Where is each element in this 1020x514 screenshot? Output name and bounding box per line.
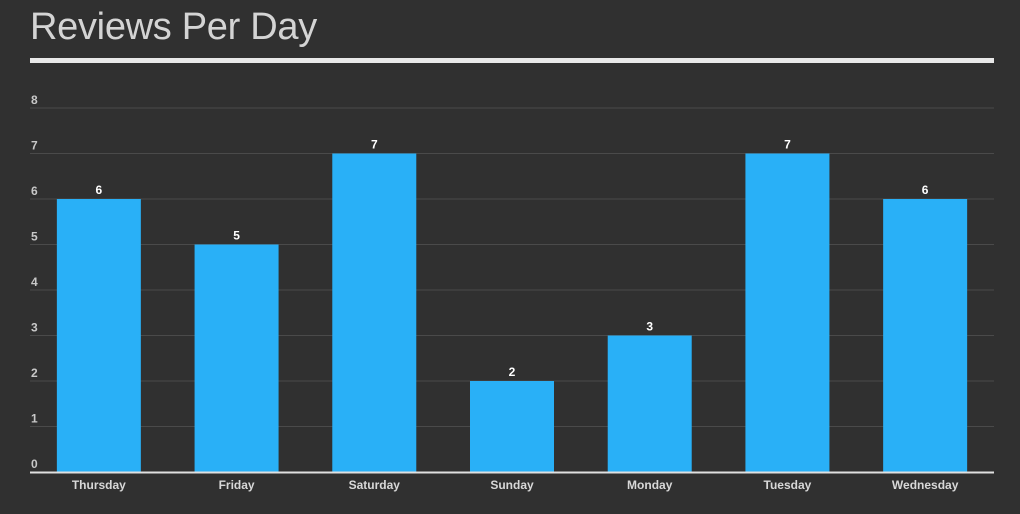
bar-thursday: [56, 199, 141, 472]
chart-title: Reviews Per Day: [30, 6, 317, 48]
bar-friday: [194, 244, 279, 472]
data-label: 2: [509, 365, 516, 379]
bar-saturday: [332, 153, 417, 472]
y-tick-label: 1: [31, 412, 38, 426]
y-tick-label: 3: [31, 321, 38, 335]
data-label: 3: [646, 320, 653, 334]
x-tick-label: Friday: [219, 478, 255, 492]
x-tick-label: Sunday: [490, 478, 534, 492]
x-tick-label: Wednesday: [892, 478, 959, 492]
y-tick-label: 7: [31, 139, 38, 153]
bar-tuesday: [745, 153, 830, 472]
x-tick-label: Saturday: [349, 478, 401, 492]
bar-wednesday: [883, 199, 968, 472]
data-label: 5: [233, 229, 240, 243]
bar-sunday: [470, 381, 554, 472]
data-label: 6: [922, 183, 929, 197]
y-tick-label: 4: [31, 275, 38, 289]
data-label: 7: [371, 138, 378, 152]
y-tick-label: 5: [31, 230, 38, 244]
y-tick-label: 6: [31, 184, 38, 198]
x-tick-label: Thursday: [72, 478, 126, 492]
data-label: 6: [96, 183, 103, 197]
bar-monday: [607, 335, 692, 472]
x-tick-label: Tuesday: [764, 478, 812, 492]
y-tick-label: 2: [31, 366, 38, 380]
data-label: 7: [784, 138, 791, 152]
x-tick-label: Monday: [627, 478, 673, 492]
y-tick-label: 8: [31, 93, 38, 107]
y-tick-label: 0: [31, 457, 38, 471]
title-divider: [30, 58, 994, 63]
